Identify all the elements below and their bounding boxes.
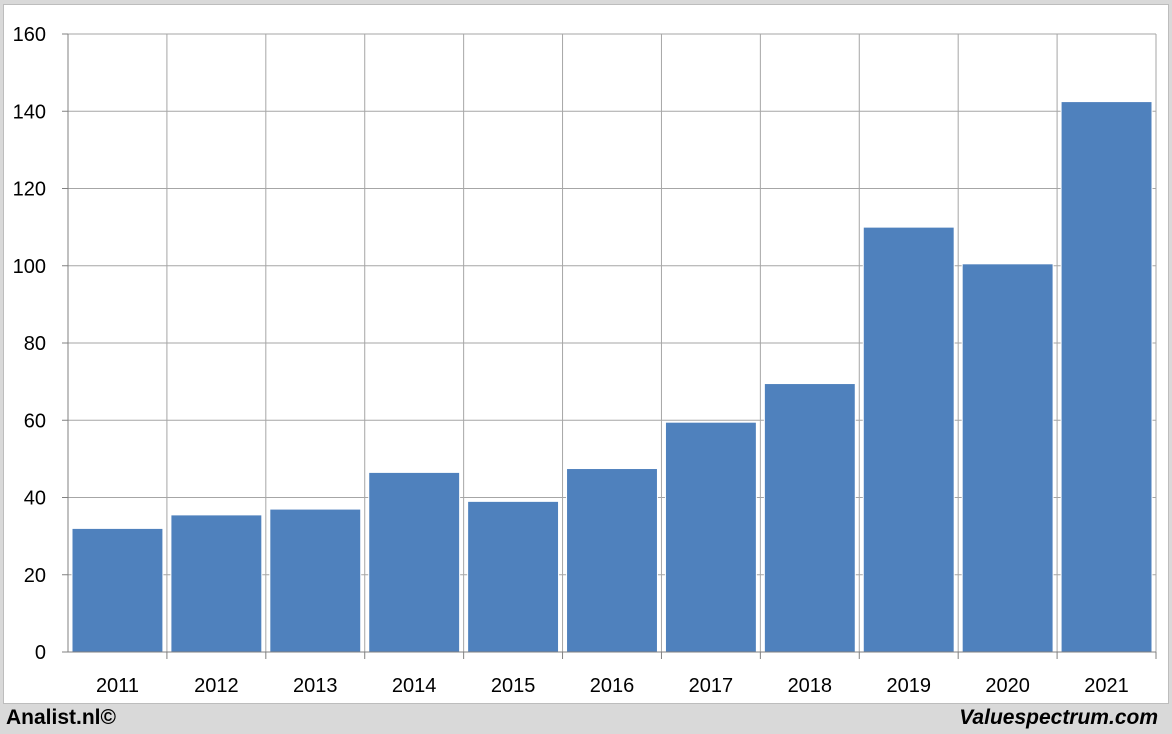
y-tick-label: 20	[24, 565, 46, 587]
footer-source-left: Analist.nl©	[6, 706, 116, 729]
bar-2021	[1060, 101, 1153, 653]
x-tick-label: 2013	[293, 675, 338, 697]
x-tick-label: 2017	[689, 675, 734, 697]
x-tick-label: 2016	[590, 675, 635, 697]
y-tick-label: 40	[24, 488, 46, 510]
y-tick-labels: 0 20 40 60 80 100 120 140 160	[13, 24, 46, 664]
bar-2020	[961, 263, 1054, 653]
x-tick-label: 2011	[96, 675, 139, 697]
bar-2013	[269, 508, 362, 653]
bar-2015	[467, 500, 560, 653]
x-tick-label: 2012	[194, 675, 239, 697]
bar-2012	[170, 514, 263, 653]
x-tick-label: 2018	[788, 675, 833, 697]
bar-2016	[566, 468, 658, 653]
x-tick-label: 2021	[1084, 675, 1129, 697]
bar-2017	[664, 421, 757, 653]
y-tick-label: 120	[13, 179, 46, 201]
x-tick-label: 2020	[985, 675, 1030, 697]
bars	[71, 101, 1153, 653]
x-tick-label: 2019	[886, 675, 931, 697]
y-tick-label: 100	[13, 256, 46, 278]
y-tick-label: 0	[35, 642, 46, 664]
x-tick-labels: 2011 2012 2013 2014 2015 2016 2017 2018 2019 2020…	[96, 675, 1129, 697]
y-tick-label: 140	[13, 101, 46, 123]
y-tick-label: 60	[24, 410, 46, 432]
x-tick-label: 2015	[491, 675, 536, 697]
bar-2019	[862, 226, 955, 653]
axes	[62, 33, 1157, 659]
y-tick-label: 160	[13, 24, 46, 46]
bar-2018	[763, 383, 856, 653]
y-tick-label: 80	[24, 333, 46, 355]
x-tick-label: 2014	[392, 675, 437, 697]
bar-2014	[368, 471, 461, 653]
bar-2011	[71, 527, 164, 653]
footer-source-right: Valuespectrum.com	[959, 706, 1158, 729]
